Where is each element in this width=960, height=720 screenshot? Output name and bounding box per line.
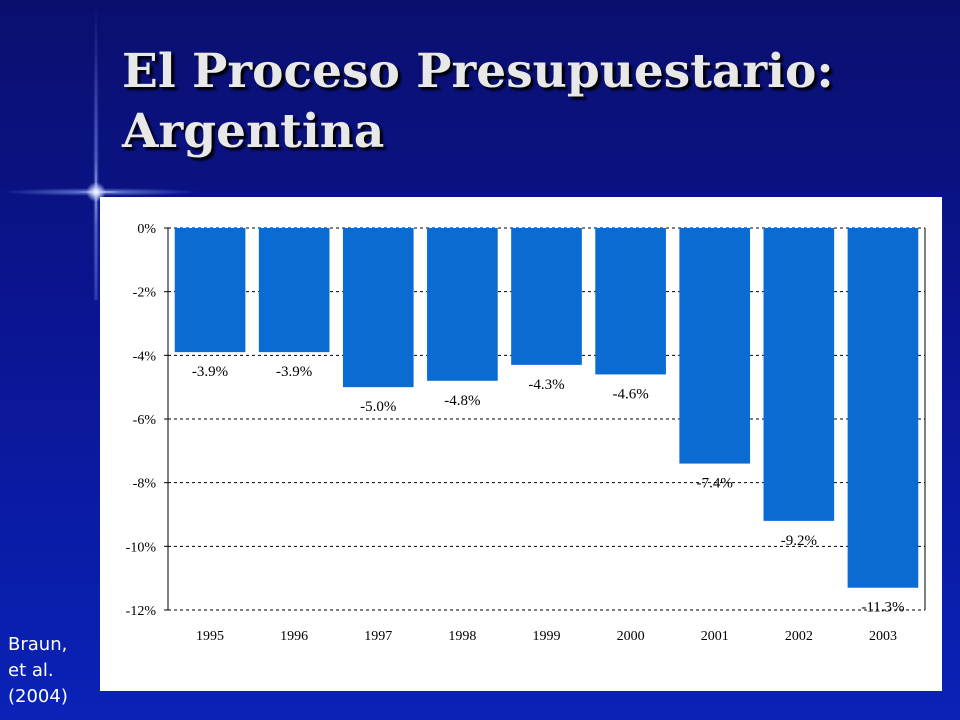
bar	[595, 228, 666, 375]
x-tick-label: 1995	[196, 629, 224, 644]
slide-title-line-2: Argentina	[122, 104, 385, 159]
bar	[258, 228, 330, 353]
bar-value-label: -4.6%	[612, 386, 648, 402]
x-tick-label: 2001	[701, 629, 729, 644]
bar-value-label: -3.9%	[192, 364, 228, 380]
slide-title: El Proceso Presupuestario: Argentina	[122, 42, 942, 162]
bar	[679, 228, 751, 464]
x-tick-label: 2000	[617, 629, 645, 644]
citation-line-2: et al.	[8, 660, 54, 681]
bar	[511, 228, 582, 365]
bar-value-label: -4.3%	[528, 377, 564, 393]
bar	[427, 228, 498, 381]
bar-value-label: -9.2%	[781, 533, 817, 549]
bar-value-label: -5.0%	[360, 399, 396, 415]
citation-line-1: Braun,	[8, 634, 68, 655]
y-tick-label: -6%	[133, 413, 157, 428]
bar-value-label: -11.3%	[861, 600, 904, 616]
slide-title-line-1: El Proceso Presupuestario:	[122, 44, 834, 99]
y-tick-label: -10%	[126, 540, 157, 555]
y-tick-label: -8%	[133, 477, 157, 492]
bar	[763, 228, 835, 521]
bar-value-label: -3.9%	[276, 364, 312, 380]
citation: Braun, et al. (2004)	[8, 632, 88, 710]
x-tick-label: 1997	[364, 629, 392, 644]
bar	[847, 228, 919, 588]
y-tick-label: -2%	[133, 286, 157, 301]
citation-line-3: (2004)	[8, 686, 68, 707]
bar	[174, 228, 246, 353]
x-tick-label: 1999	[533, 629, 561, 644]
x-tick-label: 1998	[448, 629, 476, 644]
bar-value-label: -4.8%	[444, 393, 480, 409]
bar	[342, 228, 414, 388]
y-tick-label: 0%	[137, 222, 156, 237]
x-tick-label: 2003	[869, 629, 897, 644]
y-tick-label: -12%	[126, 604, 157, 619]
bar-chart: 0% -2% -4% -6% -8% -10% -12% -3.9% 1995 -3.9% 1996…	[126, 222, 926, 644]
x-tick-label: 2002	[785, 629, 813, 644]
chart-panel: 0% -2% -4% -6% -8% -10% -12% -3.9% 1995 -3.9% 1996…	[100, 197, 942, 691]
decorative-flare-vertical	[93, 0, 99, 300]
y-tick-label: -4%	[133, 349, 157, 364]
x-tick-label: 1996	[280, 629, 308, 644]
bar-value-label: -7.4%	[697, 476, 733, 492]
